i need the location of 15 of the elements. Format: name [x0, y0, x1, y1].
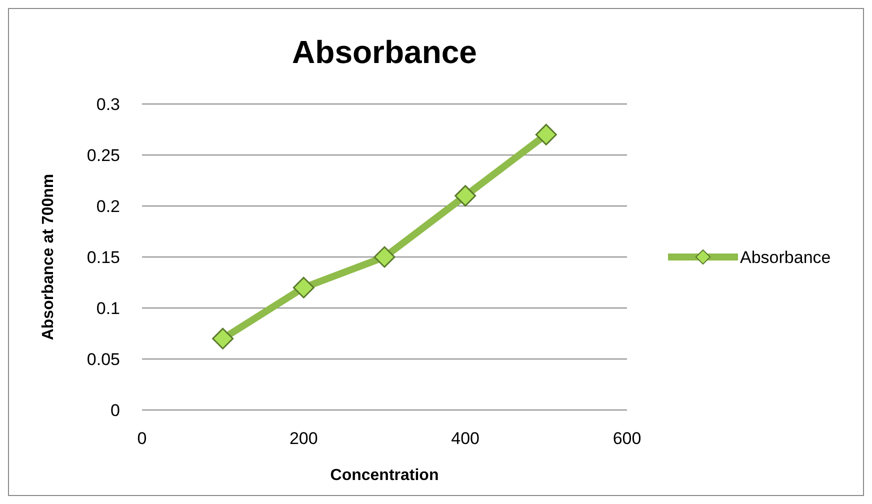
x-tick-label: 200 — [289, 429, 318, 448]
y-tick-label: 0.25 — [86, 146, 120, 165]
y-axis-title: Absorbance at 700nm — [40, 174, 57, 340]
legend-label: Absorbance — [740, 248, 831, 267]
y-tick-label: 0.15 — [86, 248, 120, 267]
y-tick-label: 0 — [110, 400, 120, 420]
y-tick-label: 0.1 — [96, 298, 120, 318]
x-axis-title: Concentration — [330, 467, 439, 484]
x-tick-label: 0 — [137, 429, 147, 448]
x-tick-label: 600 — [612, 429, 642, 448]
x-tick-label: 400 — [451, 429, 480, 448]
y-tick-label: 0.3 — [96, 94, 120, 114]
chart-title: Absorbance — [292, 34, 477, 70]
y-tick-label: 0.2 — [96, 196, 120, 216]
y-tick-label: 0.05 — [86, 350, 120, 369]
